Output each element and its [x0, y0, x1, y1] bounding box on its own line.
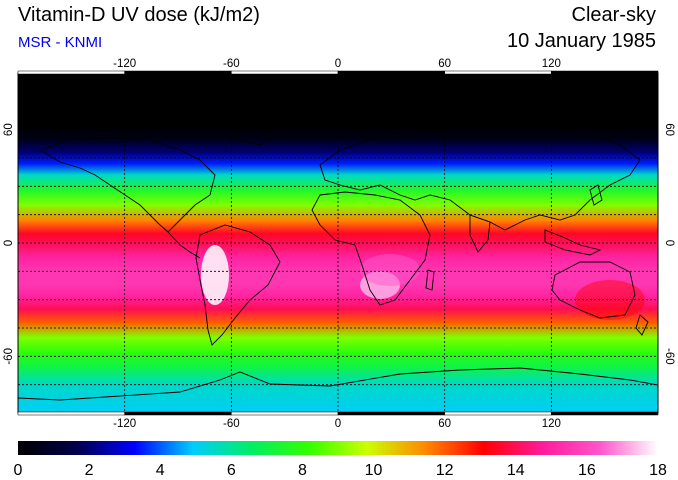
lat-tick-label: -60	[663, 348, 675, 365]
colorbar	[18, 441, 658, 455]
frame-segment	[551, 70, 659, 75]
coast-north-america	[38, 137, 216, 233]
colorbar-tick-label: 18	[649, 462, 667, 479]
lat-tick-label: 0	[663, 240, 675, 246]
lat-tick-label: 60	[663, 123, 675, 136]
frame-segment	[231, 411, 339, 416]
frame-segment	[337, 70, 445, 75]
lon-tick-label: 0	[335, 58, 341, 70]
frame-border	[17, 70, 659, 416]
coast-australia	[551, 261, 636, 319]
lon-tick-label: 0	[335, 418, 341, 430]
colorbar-tick-label: 14	[507, 462, 525, 479]
lat-labels-left: -60 0 60	[3, 123, 15, 364]
frame-segment	[124, 411, 232, 416]
lon-tick-label: 60	[438, 418, 451, 430]
colorbar-tick-label: 10	[365, 462, 383, 479]
lat-tick-label: 60	[3, 123, 15, 136]
lon-labels-top: -120 -60 0 60 120	[113, 58, 561, 70]
lon-tick-label: 60	[438, 58, 451, 70]
lon-tick-label: -120	[113, 418, 136, 430]
colorbar-tick-label: 8	[298, 462, 307, 479]
frame-segment	[337, 411, 445, 416]
lon-tick-label: 120	[542, 418, 561, 430]
colorbar-tick-label: 0	[14, 462, 23, 479]
colorbar-labels: 0 2 4 6 8 10 12 14 16 18	[14, 462, 667, 479]
frame-segment	[17, 411, 125, 416]
lon-tick-label: -120	[113, 58, 136, 70]
frame-segment	[17, 70, 125, 75]
lon-labels-bottom: -120 -60 0 60 120	[113, 418, 561, 430]
frame-segment	[444, 70, 552, 75]
graticule	[18, 73, 658, 413]
colorbar-tick-label: 12	[436, 462, 454, 479]
condition-label: Clear-sky	[571, 4, 656, 26]
frame-segment	[551, 411, 659, 416]
coast-indonesia	[544, 229, 602, 256]
highlight-andes	[201, 245, 229, 305]
lon-tick-label: 120	[542, 58, 561, 70]
coast-new-zealand	[635, 314, 649, 336]
coastlines	[18, 99, 658, 401]
coast-eurasia	[319, 121, 641, 231]
frame-segment	[124, 70, 232, 75]
frame-segment	[444, 411, 552, 416]
highlight-africa	[360, 254, 420, 286]
date-label: 10 January 1985	[506, 30, 656, 52]
lat-tick-label: 0	[3, 240, 15, 246]
lat-labels-right: -60 0 60	[663, 123, 675, 364]
lat-tick-label: -60	[3, 348, 15, 365]
coast-central-america	[167, 231, 201, 259]
coast-south-america	[195, 224, 281, 346]
frame-segment	[231, 70, 339, 75]
source-label: MSR - KNMI	[18, 34, 103, 51]
lon-tick-label: -60	[223, 418, 240, 430]
lon-tick-label: -60	[223, 58, 240, 70]
chart-title: Vitamin-D UV dose (kJ/m2)	[18, 4, 260, 26]
colorbar-tick-label: 16	[578, 462, 596, 479]
coast-india	[469, 214, 491, 253]
colorbar-tick-label: 4	[156, 462, 165, 479]
colorbar-tick-label: 6	[227, 462, 236, 479]
colorbar-tick-label: 2	[85, 462, 94, 479]
